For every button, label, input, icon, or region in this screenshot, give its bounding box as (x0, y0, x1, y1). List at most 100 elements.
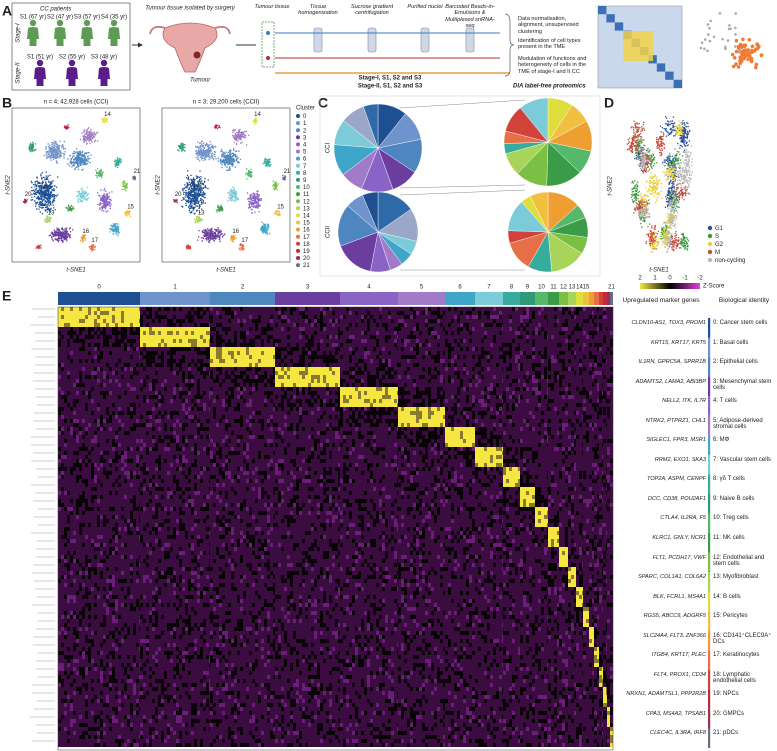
cluster-tag: 17 (241, 238, 248, 244)
legend-dot (707, 249, 713, 255)
thumb-node (734, 33, 737, 36)
marker-genes: KRT15, KRT17, KRT5 (650, 339, 706, 346)
cluster-tag: 21 (284, 169, 291, 175)
axis-label: t-SNE1 (66, 268, 85, 274)
legend-dot (296, 170, 300, 175)
legend-dot (296, 177, 300, 182)
thumb-node (718, 12, 722, 15)
brace (504, 13, 515, 77)
legend-label: 7 (303, 164, 307, 170)
marker-genes: IL1RN, GPRC5A, SPRR1B (638, 359, 706, 366)
thumb-node (734, 12, 738, 15)
legend-dot (296, 234, 300, 239)
column-header: Biological identity (718, 297, 770, 304)
scatter-points (113, 157, 123, 168)
scatter-points (101, 117, 109, 124)
identity-bar (708, 630, 711, 651)
person-legs (110, 38, 118, 46)
scatter-points (252, 116, 258, 126)
legend-label: 21 (303, 263, 310, 269)
thumb-node (736, 65, 741, 69)
scatter-points (97, 187, 113, 213)
thumb-node (703, 38, 707, 41)
legend-label: 0 (303, 114, 307, 120)
scatter-points (194, 215, 204, 224)
thumb-node (734, 45, 737, 48)
thumb-node (738, 50, 741, 54)
marker-genes: KLRC1, GNLY, NCR1 (652, 535, 706, 541)
thumb-node (726, 39, 730, 42)
thumb-node (749, 50, 754, 55)
cluster-top-label: 11 (550, 285, 557, 291)
thumb-node (746, 50, 750, 54)
scatter-points (79, 127, 99, 145)
biological-identity: 4: T cells (713, 398, 737, 405)
patient-label: S1 (67 yr) (20, 15, 46, 21)
thumb-node (754, 62, 759, 67)
pie-group-label: CCI (326, 143, 332, 154)
legend-label: 17 (303, 235, 310, 241)
device (420, 27, 430, 53)
scatter-points (634, 115, 691, 208)
outcome-text: Identification of cell types present in … (518, 38, 581, 51)
device (313, 27, 323, 53)
plot-frame (11, 107, 141, 263)
tissue-frame (261, 21, 275, 68)
cluster-top-label: 0 (97, 285, 101, 291)
cluster-bar (610, 292, 613, 305)
legend-dot (296, 192, 300, 197)
identity-bar (708, 689, 711, 709)
cluster-bar (58, 292, 140, 305)
cluster-bar (503, 292, 520, 305)
marker-genes: ITGB4, KRT17, PLEC (651, 652, 706, 659)
thumb-node (759, 53, 764, 58)
scatter-points (215, 204, 224, 213)
scatter-points (88, 244, 96, 252)
step-text: Tissue homogenization (298, 4, 338, 17)
step-text: Purified nuclei (407, 4, 443, 10)
person-head (68, 59, 76, 67)
thumb-node (724, 47, 727, 51)
colorbar-tick: 2 (638, 276, 642, 282)
person-body (98, 67, 110, 79)
thumb-block (623, 31, 653, 61)
patient-label: S4 (35 yr) (101, 15, 127, 21)
scatter-points (636, 145, 693, 253)
cluster-bar (340, 292, 398, 305)
cluster-bar (594, 292, 599, 305)
identity-bar (708, 493, 711, 514)
panel-c-frame (319, 95, 601, 277)
legend-dot (296, 206, 300, 211)
axis-label: t-SNE2 (608, 176, 614, 196)
thumb-cell (656, 63, 666, 72)
cluster-bar (576, 292, 583, 305)
thumb-node (731, 64, 736, 69)
scatter-points (63, 124, 70, 130)
scatter-points (272, 180, 279, 191)
colorbar-tick: 1 (653, 276, 657, 282)
cluster-bar (520, 292, 535, 305)
thumb-cell (606, 14, 615, 23)
axis-label: t-SNE1 (216, 268, 235, 274)
legend-label: 15 (303, 221, 310, 227)
person-legs (36, 78, 44, 86)
pie-slice (519, 97, 549, 143)
thumb-node (733, 26, 737, 30)
legend-label: S (715, 234, 719, 240)
cluster-tag: 13 (198, 210, 205, 216)
heatmap-cells (58, 307, 613, 747)
thumb-node (730, 52, 735, 57)
cluster-tag: 15 (127, 204, 134, 210)
biological-identity: 14: B cells (713, 593, 741, 600)
person-body (34, 67, 46, 79)
cluster-bar (475, 292, 503, 305)
scatter-points (95, 168, 104, 179)
cluster-top-label: 15 (583, 285, 590, 291)
thumb-node (747, 38, 752, 42)
cluster-top-label: 3 (306, 285, 310, 291)
tissue-dot (266, 31, 270, 35)
identity-bar (708, 708, 711, 729)
thumb-node (708, 39, 712, 43)
legend-dot (296, 241, 300, 246)
